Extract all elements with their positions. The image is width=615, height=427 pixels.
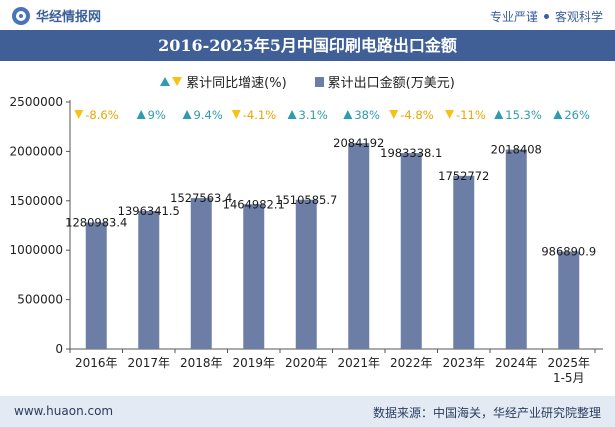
legend-item-value: 累计出口金额(万美元) [314, 72, 455, 91]
bar [295, 199, 317, 349]
bar [243, 204, 265, 349]
growth-label: -8.6% [85, 108, 118, 122]
growth-label: 9% [148, 108, 166, 122]
growth-down-triangle [445, 110, 455, 119]
brand-logo-icon [12, 6, 30, 25]
x-tick-label: 2024年 [495, 356, 538, 370]
y-tick-label: 2500000 [10, 95, 63, 109]
footer: www.huaon.com 数据来源：中国海关，华经产业研究院整理 [0, 396, 615, 427]
bar-chart: 0 500000 1000000 1500000 2000000 2500000 12809… [10, 95, 603, 385]
footer-source: 数据来源：中国海关，华经产业研究院整理 [372, 406, 601, 420]
x-tick-label: 2023年 [442, 356, 485, 370]
growth-label: -4.8% [400, 108, 433, 122]
bar [190, 198, 212, 349]
brand: 华经情报网 [12, 6, 101, 25]
legend-item-growth: 累计同比增速(%) [160, 72, 287, 91]
x-tick-label: 2025年 [547, 356, 590, 370]
tag-separator-icon [543, 14, 549, 19]
top-bar: 华经情报网 专业严谨 客观科学 [0, 0, 615, 30]
legend-growth-label: 累计同比增速(%) [186, 76, 287, 91]
chart-legend: 累计同比增速(%) 累计出口金额(万美元) [0, 72, 615, 91]
growth-label: 15.3% [505, 108, 542, 122]
bar-value-label: 986890.9 [541, 244, 596, 258]
bar-value-label: 1464982.1 [223, 197, 285, 211]
x-tick-label: 2021年 [337, 356, 380, 370]
growth-down-triangle [231, 110, 241, 119]
growth-label: -11% [456, 108, 486, 122]
bar [85, 222, 107, 349]
growth-up-triangle [287, 110, 297, 119]
growth-down-triangle [74, 110, 84, 119]
x-tick-label: 2022年 [390, 356, 433, 370]
bar-value-label: 1510585.7 [275, 193, 337, 207]
tag-left: 专业严谨 [489, 10, 538, 24]
x-tick-label: 2020年 [285, 356, 328, 370]
x-tick-label: 2018年 [180, 356, 223, 370]
growth-up-triangle [553, 110, 563, 119]
chart-title: 2016-2025年5月中国印刷电路出口金额 [0, 30, 615, 61]
tag-right: 客观科学 [554, 10, 603, 24]
growth-down-triangle [389, 110, 399, 119]
legend-triangle-icon [160, 77, 183, 86]
bar [400, 153, 422, 349]
bar [505, 149, 527, 349]
bar-value-label: 1396341.5 [118, 204, 180, 218]
legend-bar-icon [314, 76, 324, 87]
bar [348, 143, 370, 349]
bar [453, 175, 475, 349]
growth-label: 38% [354, 108, 380, 122]
x-tick-label: 2019年 [232, 356, 275, 370]
bar-value-label: 2018408 [491, 143, 542, 157]
bar [558, 251, 580, 349]
y-tick-label: 500000 [17, 293, 63, 307]
growth-up-triangle [182, 110, 192, 119]
y-tick-label: 0 [55, 342, 63, 356]
growth-label: -4.1% [243, 108, 276, 122]
bar-value-label: 1983338.1 [380, 146, 442, 160]
growth-label: 9.4% [194, 108, 223, 122]
y-tick-label: 1000000 [10, 243, 63, 257]
x-tick-label: 2016年 [75, 356, 118, 370]
bar-value-label: 1752772 [438, 169, 489, 183]
x-tick-label: 1-5月 [553, 371, 585, 385]
growth-up-triangle [136, 110, 146, 119]
x-tick-label: 2017年 [127, 356, 170, 370]
footer-website: www.huaon.com [14, 404, 114, 418]
growth-up-triangle [343, 110, 353, 119]
legend-value-label: 累计出口金额(万美元) [327, 76, 455, 91]
growth-label: 26% [564, 108, 590, 122]
growth-up-triangle [494, 110, 504, 119]
y-tick-label: 1500000 [10, 194, 63, 208]
brand-name: 华经情报网 [36, 10, 102, 25]
bar-value-label: 1527563.4 [170, 191, 232, 205]
y-tick-label: 2000000 [10, 144, 63, 158]
brand-tags: 专业严谨 客观科学 [490, 8, 603, 25]
bar [138, 211, 160, 349]
bar-value-label: 2084192 [333, 136, 384, 150]
growth-label: 3.1% [299, 108, 328, 122]
bar-value-label: 1280983.4 [65, 215, 127, 229]
